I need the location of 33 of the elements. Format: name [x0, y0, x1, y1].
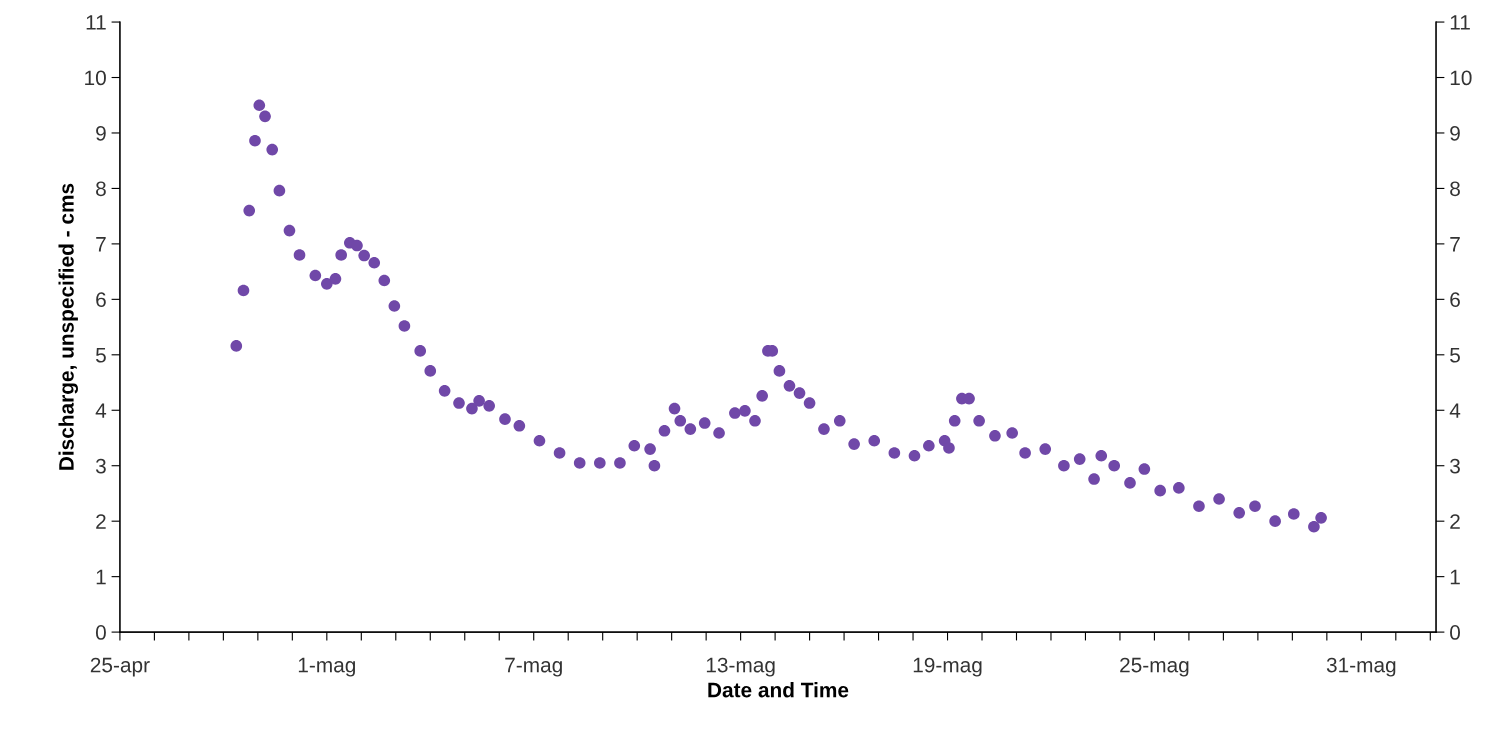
y-tick-label: 7 [96, 237, 106, 252]
y-tick-label: 3 [95, 458, 106, 474]
y2-tick-label: 10 [1450, 70, 1472, 86]
y2-tick-label: 5 [1450, 348, 1460, 363]
y2-tick-label: 1 [1450, 569, 1460, 585]
x-tick-label: 13-mag [706, 657, 775, 677]
x-tick-label: 31-mag [1326, 657, 1396, 677]
x-tick-label: 1-mag [298, 657, 356, 677]
y-tick-label: 1 [96, 569, 106, 585]
y-tick-label: 8 [96, 181, 106, 197]
y-tick-label: 11 [86, 15, 106, 30]
x-tick-label: 25-apr [90, 657, 150, 677]
y-axis-title: Discharge, unspecified - cms [58, 183, 78, 470]
y-tick-label: 4 [95, 403, 107, 418]
y2-tick-label: 8 [1450, 181, 1460, 197]
y2-tick-label: 9 [1450, 125, 1460, 141]
y2-tick-label: 3 [1450, 458, 1460, 474]
y2-tick-label: 6 [1450, 292, 1460, 308]
y2-tick-label: 7 [1450, 237, 1460, 252]
x-axis-title: Date and Time [708, 682, 849, 698]
x-tick-label: 7-mag [505, 657, 562, 677]
x-tick-label: 19-mag [913, 657, 982, 677]
y-tick-label: 0 [95, 625, 106, 640]
y-tick-label: 9 [96, 125, 106, 141]
x-tick-label: 25-mag [1120, 657, 1189, 677]
y2-tick-label: 2 [1450, 514, 1460, 529]
y-tick-label: 10 [85, 70, 106, 86]
y-tick-label: 2 [96, 514, 106, 529]
y2-tick-label: 11 [1450, 15, 1470, 30]
y2-tick-label: 4 [1449, 403, 1461, 418]
y-tick-label: 6 [96, 292, 106, 308]
y-tick-label: 5 [95, 348, 106, 363]
y2-tick-label: 0 [1450, 625, 1461, 640]
